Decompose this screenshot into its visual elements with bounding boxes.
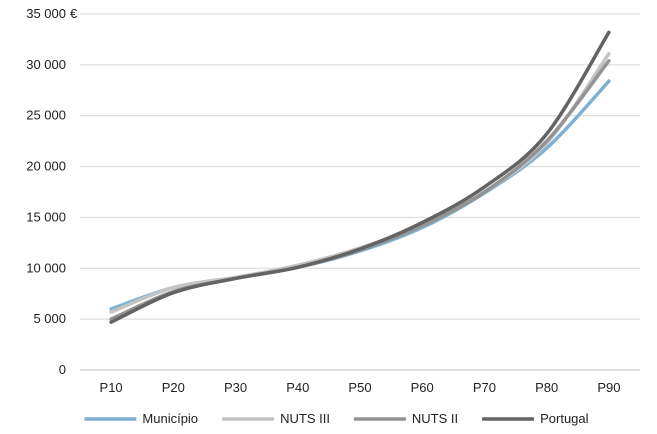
legend-item: Município [84,411,198,426]
legend-label: Município [142,411,198,426]
legend: Município NUTS III NUTS II Portugal [84,411,589,426]
x-tick-label: P70 [473,380,496,395]
legend-label: NUTS III [280,411,330,426]
series-lines [109,30,611,324]
x-tick-label: P30 [224,380,247,395]
legend-label: NUTS II [412,411,458,426]
series-line-portugal [109,30,611,324]
legend-label: Portugal [540,411,589,426]
series-line-nuts-ii [109,59,611,321]
y-tick-label: 30 000 [26,57,66,72]
axes: 0 5 000 10 000 15 000 20 000 25 000 30 000 35 0… [26,6,640,395]
y-tick-label: 0 [59,362,66,377]
x-tick-label: P90 [597,380,620,395]
legend-item: Portugal [482,411,589,426]
y-tick-label: 5 000 [33,311,66,326]
y-tick-label: 15 000 [26,209,66,224]
y-unit-label: € [70,6,78,21]
x-tick-label: P20 [162,380,185,395]
gridlines [80,13,640,320]
y-tick-label: 35 000 [26,6,66,21]
series-line-nuts-iii [109,51,611,314]
x-tick-label: P10 [100,380,123,395]
y-tick-label: 20 000 [26,159,66,174]
x-tick-label: P40 [286,380,309,395]
x-tick-label: P80 [535,380,558,395]
x-tick-label: P60 [411,380,434,395]
y-tick-label: 25 000 [26,108,66,123]
x-tick-label: P50 [348,380,371,395]
legend-item: NUTS III [222,411,330,426]
y-tick-label: 10 000 [26,260,66,275]
legend-item: NUTS II [353,411,458,426]
